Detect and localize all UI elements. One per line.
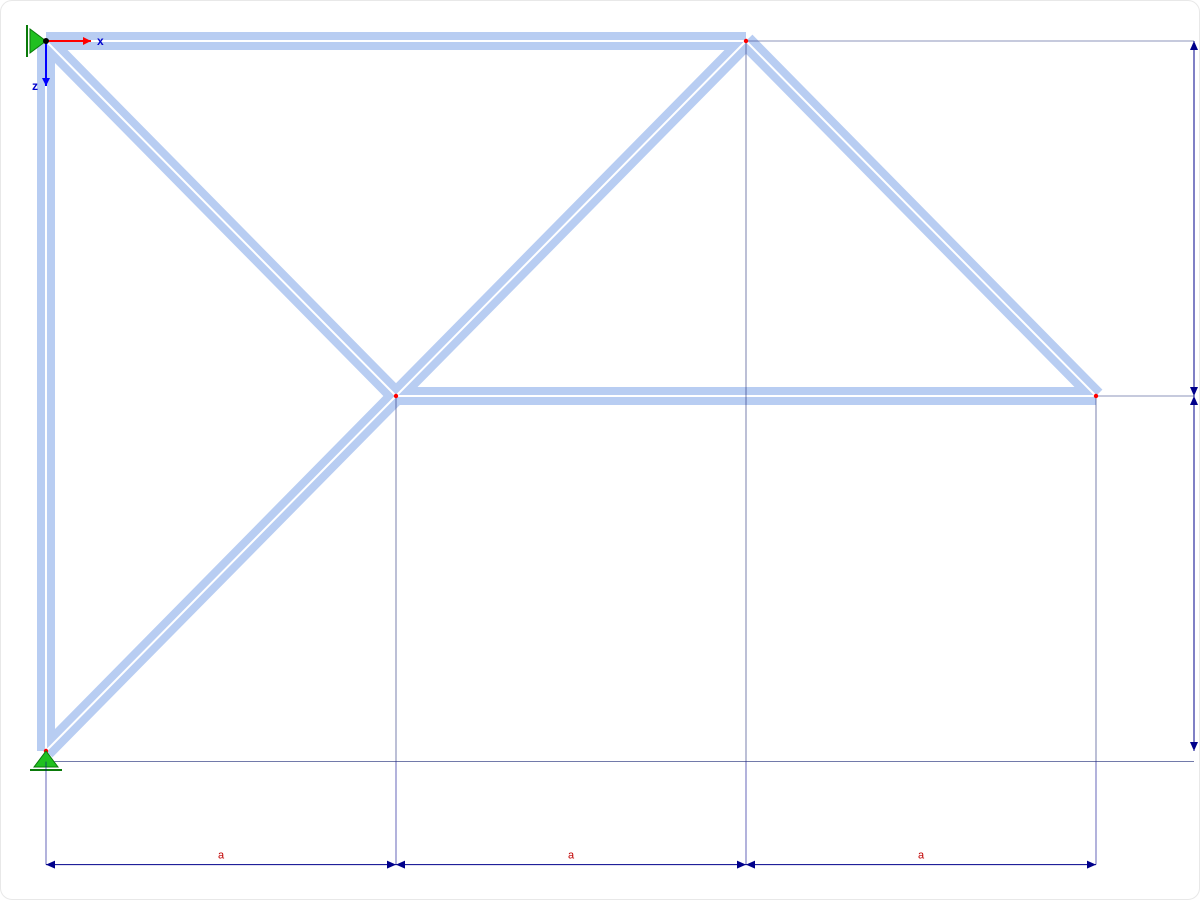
diagram-stage: xzaaaaa [0,0,1200,900]
members-group [46,41,1096,751]
dim-horizontal: aaa [46,762,1096,869]
member-gap [396,41,746,396]
node-n2 [394,394,398,398]
diagram-svg: xzaaaaa [1,1,1200,900]
member-gap [46,41,396,396]
node-n3 [1094,394,1098,398]
axis-z-label: z [32,79,38,93]
member-gap [46,396,396,751]
dim-h-label: a [918,850,925,862]
axis-x-label: x [97,34,104,48]
dim-h-label: a [568,850,575,862]
member-gap [746,41,1096,396]
dim-h-label: a [218,850,225,862]
node-n1 [744,39,748,43]
